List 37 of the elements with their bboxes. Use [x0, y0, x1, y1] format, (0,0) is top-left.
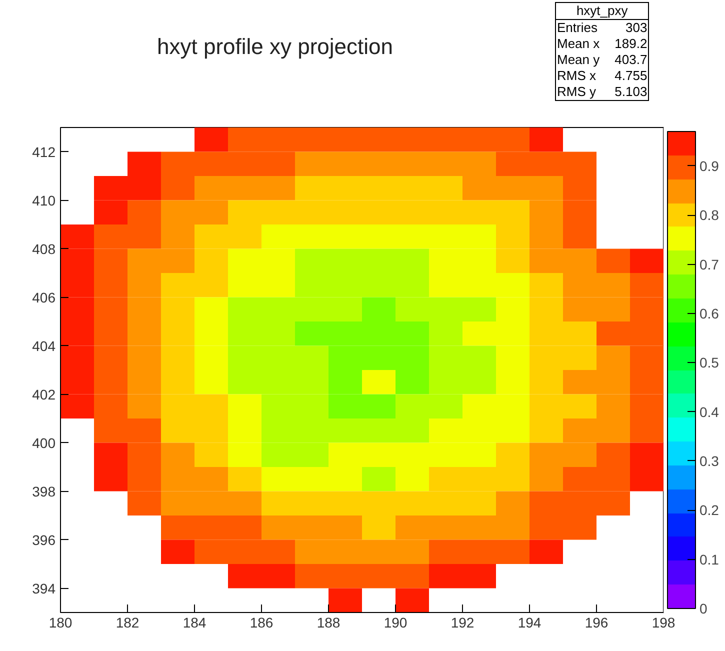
- color-bar-label: 0: [700, 600, 708, 616]
- color-bar-label: 0.9: [700, 158, 720, 174]
- x-tick-label: 180: [48, 614, 72, 630]
- text: Entries 303: [557, 20, 648, 35]
- y-tick-label: 400: [32, 434, 56, 451]
- x-tick-label: 188: [316, 614, 340, 630]
- color-bar-label: 0.3: [700, 452, 720, 469]
- chart-title: hxyt profile xy projection: [157, 33, 393, 61]
- color-bar-label: 0.6: [700, 305, 720, 322]
- x-tick-label: 190: [384, 614, 408, 630]
- color-bar-label: 0.1: [700, 551, 720, 568]
- text: RMS x 4.755: [557, 68, 648, 83]
- color-bar-label: 0.2: [700, 502, 720, 518]
- y-tick-label: 396: [32, 532, 56, 548]
- color-bar-label: 0.5: [700, 354, 720, 371]
- text: Mean y 403.7: [556, 52, 648, 68]
- color-bar-label: 0.8: [700, 207, 720, 224]
- y-tick-label: 398: [32, 483, 56, 500]
- x-tick-label: 196: [584, 614, 608, 630]
- y-tick-label: 412: [32, 144, 56, 160]
- y-tick-label: 394: [32, 580, 56, 596]
- color-bar-label: 0.7: [700, 256, 720, 272]
- x-tick-label: 184: [182, 614, 206, 630]
- y-tick-label: 404: [32, 338, 56, 354]
- text: RMS y 5.103: [557, 84, 648, 99]
- y-tick-label: 410: [32, 192, 56, 208]
- x-tick-label: 194: [518, 614, 542, 630]
- x-tick-label: 182: [116, 614, 140, 630]
- x-tick-label: 198: [652, 614, 676, 630]
- y-tick-label: 408: [32, 240, 56, 257]
- text: hxyt_pxy: [556, 2, 649, 20]
- y-tick-label: 402: [32, 386, 56, 402]
- color-bar-label: 0.4: [700, 404, 720, 420]
- text: Mean x 189.2: [556, 36, 648, 52]
- x-tick-label: 192: [450, 614, 474, 630]
- x-tick-label: 186: [250, 614, 274, 630]
- y-tick-label: 406: [32, 289, 56, 306]
